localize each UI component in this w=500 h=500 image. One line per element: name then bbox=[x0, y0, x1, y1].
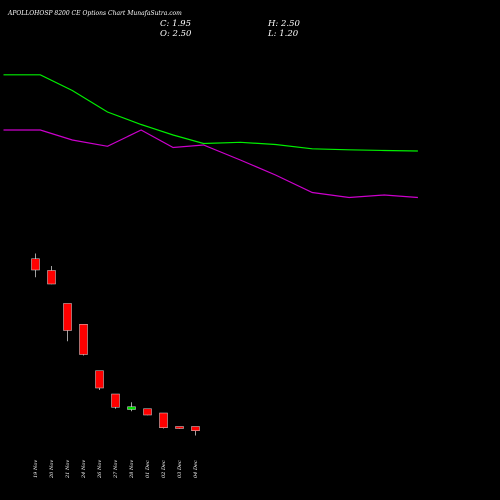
x-tick-label: 28 Nov bbox=[129, 460, 135, 479]
candle-body bbox=[111, 393, 120, 408]
candle-6 bbox=[127, 402, 136, 412]
candle-body bbox=[95, 370, 104, 389]
candle-layer bbox=[31, 253, 200, 436]
x-tick-label: 02 Dec bbox=[161, 460, 167, 478]
low-value: L: 1.20 bbox=[267, 29, 299, 39]
candle-body bbox=[47, 270, 56, 285]
x-tick-label: 04 Dec bbox=[193, 460, 199, 478]
candle-body bbox=[31, 258, 40, 271]
candle-body bbox=[127, 406, 136, 410]
candle-4 bbox=[95, 370, 104, 390]
x-tick-label: 26 Nov bbox=[97, 460, 103, 479]
candle-2 bbox=[63, 303, 72, 342]
candle-body bbox=[63, 303, 72, 331]
x-axis-labels: 19 Nov 20 Nov 21 Nov 24 Nov 26 Nov 27 Nov 28 N… bbox=[33, 460, 199, 479]
candle-0 bbox=[31, 253, 40, 278]
ma-slow-line bbox=[3, 129, 418, 199]
ma-fast-line bbox=[3, 74, 418, 152]
candle-5 bbox=[111, 393, 120, 409]
high-value: H: 2.50 bbox=[267, 19, 300, 29]
candle-1 bbox=[47, 266, 56, 285]
moving-average-layer bbox=[3, 74, 418, 199]
candle-body bbox=[143, 408, 152, 416]
candle-body bbox=[191, 426, 200, 431]
x-tick-label: 01 Dec bbox=[145, 460, 151, 478]
x-tick-label: 27 Nov bbox=[113, 460, 119, 479]
x-tick-label: 19 Nov bbox=[33, 460, 39, 478]
candle-8 bbox=[159, 412, 168, 429]
close-value: C: 1.95 bbox=[160, 19, 191, 29]
candle-body bbox=[175, 426, 184, 429]
x-tick-label: 03 Dec bbox=[177, 460, 183, 478]
x-tick-label: 21 Nov bbox=[65, 460, 71, 479]
candle-body bbox=[79, 324, 88, 355]
open-value: O: 2.50 bbox=[160, 29, 192, 39]
candle-3 bbox=[79, 324, 88, 356]
candle-9 bbox=[175, 426, 184, 429]
candle-10 bbox=[191, 426, 200, 436]
candle-body bbox=[159, 412, 168, 428]
x-tick-label: 20 Nov bbox=[49, 460, 55, 479]
candle-7 bbox=[143, 408, 152, 416]
chart-title: APOLLOHOSP 8200 CE Options Chart MunafaS… bbox=[7, 10, 182, 17]
x-tick-label: 24 Nov bbox=[81, 460, 87, 479]
